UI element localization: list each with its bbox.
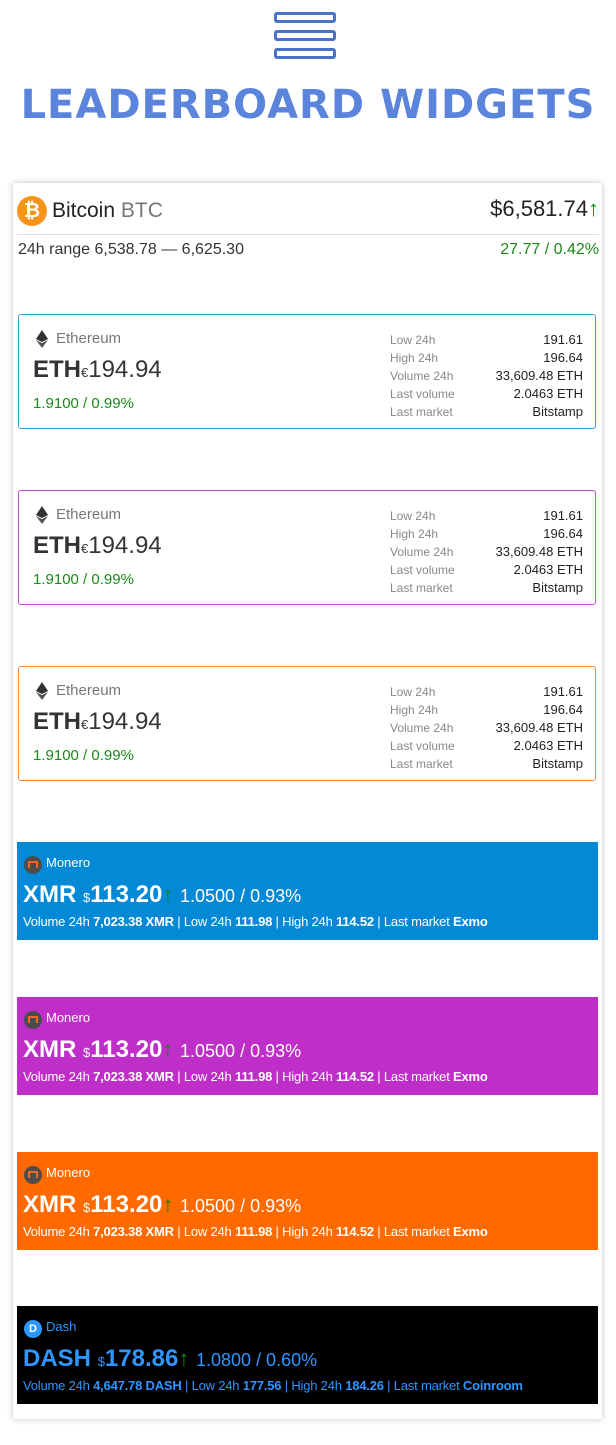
stat-value: 33,609.48 ETH bbox=[495, 720, 583, 735]
stat-row: Last market Bitstamp bbox=[390, 403, 583, 421]
stat-label: Low 24h bbox=[390, 509, 436, 523]
coin-name: Monero bbox=[46, 855, 91, 870]
coin-name: Ethereum bbox=[56, 682, 122, 699]
coin-price: DASH $178.86↑ 1.0800 / 0.60% bbox=[23, 1345, 318, 1372]
monero-band-widget: Monero XMR $113.20↑ 1.0500 / 0.93% Volume … bbox=[17, 997, 598, 1095]
stat-label: Volume 24h bbox=[390, 721, 454, 735]
stat-row: Low 24h 191.61 bbox=[390, 683, 583, 701]
monero-icon bbox=[24, 1011, 42, 1029]
coin-name: Monero bbox=[46, 1165, 91, 1180]
stat-value: 191.61 bbox=[543, 508, 583, 523]
arrow-up-icon: ↑ bbox=[162, 1037, 174, 1062]
arrow-up-icon: ↑ bbox=[178, 1346, 190, 1371]
ethereum-icon bbox=[36, 682, 48, 700]
stat-value: 196.64 bbox=[543, 350, 583, 365]
stat-value: Bitstamp bbox=[532, 580, 583, 595]
stats-table: Low 24h 191.61 High 24h 196.64 Volume 24h 33,… bbox=[390, 507, 583, 597]
stat-value: 191.61 bbox=[543, 684, 583, 699]
menu-icon[interactable] bbox=[274, 12, 340, 64]
band-stats: Volume 24h 7,023.38 XMR | Low 24h 111.98… bbox=[23, 1224, 488, 1239]
stat-value: 2.0463 ETH bbox=[513, 386, 583, 401]
bitcoin-widget: ₿ Bitcoin BTC $6,581.74↑ 24h range 6,538… bbox=[17, 194, 599, 274]
stat-row: Last market Bitstamp bbox=[390, 755, 583, 773]
stat-row: Last volume 2.0463 ETH bbox=[390, 385, 583, 403]
stats-table: Low 24h 191.61 High 24h 196.64 Volume 24h 33,… bbox=[390, 683, 583, 773]
stat-row: Low 24h 191.61 bbox=[390, 507, 583, 525]
coin-price: $6,581.74↑ bbox=[490, 196, 599, 221]
stat-row: Volume 24h 33,609.48 ETH bbox=[390, 543, 583, 561]
monero-band-widget: Monero XMR $113.20↑ 1.0500 / 0.93% Volume … bbox=[17, 842, 598, 940]
range-24h: 24h range 6,538.78 — 6,625.30 bbox=[18, 241, 244, 258]
stat-value: 2.0463 ETH bbox=[513, 738, 583, 753]
band-stats: Volume 24h 7,023.38 XMR | Low 24h 111.98… bbox=[23, 914, 488, 929]
divider bbox=[17, 234, 599, 235]
coin-price: XMR $113.20↑ 1.0500 / 0.93% bbox=[23, 1191, 302, 1218]
dash-icon: D bbox=[24, 1320, 42, 1338]
stat-row: High 24h 196.64 bbox=[390, 349, 583, 367]
coin-price: ETH€194.94 bbox=[33, 532, 162, 559]
dash-band-widget: D Dash DASH $178.86↑ 1.0800 / 0.60% Volume … bbox=[17, 1306, 598, 1404]
ethereum-icon bbox=[36, 330, 48, 348]
stat-row: High 24h 196.64 bbox=[390, 701, 583, 719]
price-change: 1.9100 / 0.99% bbox=[33, 571, 134, 588]
coin-price: ETH€194.94 bbox=[33, 708, 162, 735]
stat-label: Last volume bbox=[390, 739, 455, 753]
stat-label: Last volume bbox=[390, 563, 455, 577]
stat-label: Volume 24h bbox=[390, 369, 454, 383]
stat-row: Last volume 2.0463 ETH bbox=[390, 561, 583, 579]
stat-value: Bitstamp bbox=[532, 404, 583, 419]
arrow-up-icon: ↑ bbox=[162, 1192, 174, 1217]
stat-value: 191.61 bbox=[543, 332, 583, 347]
coin-name: Ethereum bbox=[56, 330, 122, 347]
stat-row: Volume 24h 33,609.48 ETH bbox=[390, 719, 583, 737]
stats-table: Low 24h 191.61 High 24h 196.64 Volume 24h 33,… bbox=[390, 331, 583, 421]
stat-value: 33,609.48 ETH bbox=[495, 368, 583, 383]
stat-value: 196.64 bbox=[543, 702, 583, 717]
stat-value: Bitstamp bbox=[532, 756, 583, 771]
stat-value: 33,609.48 ETH bbox=[495, 544, 583, 559]
stat-row: Last volume 2.0463 ETH bbox=[390, 737, 583, 755]
stat-label: Last market bbox=[390, 581, 453, 595]
stat-row: Low 24h 191.61 bbox=[390, 331, 583, 349]
coin-name: Bitcoin BTC bbox=[52, 199, 163, 222]
monero-icon bbox=[24, 1166, 42, 1184]
stat-value: 2.0463 ETH bbox=[513, 562, 583, 577]
band-stats: Volume 24h 4,647.78 DASH | Low 24h 177.5… bbox=[23, 1378, 523, 1393]
stat-label: High 24h bbox=[390, 527, 439, 541]
stat-row: High 24h 196.64 bbox=[390, 525, 583, 543]
arrow-up-icon: ↑ bbox=[588, 196, 599, 221]
stat-value: 196.64 bbox=[543, 526, 583, 541]
stat-label: Low 24h bbox=[390, 685, 436, 699]
stat-label: Last volume bbox=[390, 387, 455, 401]
coin-price: XMR $113.20↑ 1.0500 / 0.93% bbox=[23, 1036, 302, 1063]
stat-label: High 24h bbox=[390, 351, 439, 365]
monero-band-widget: Monero XMR $113.20↑ 1.0500 / 0.93% Volume … bbox=[17, 1152, 598, 1250]
page-title: LEADERBOARD WIDGETS bbox=[20, 82, 596, 128]
stat-label: Last market bbox=[390, 757, 453, 771]
arrow-up-icon: ↑ bbox=[162, 882, 174, 907]
stat-label: High 24h bbox=[390, 703, 439, 717]
ethereum-icon bbox=[36, 506, 48, 524]
stat-row: Last market Bitstamp bbox=[390, 579, 583, 597]
bitcoin-icon: ₿ bbox=[17, 196, 47, 226]
stat-label: Volume 24h bbox=[390, 545, 454, 559]
price-change: 1.9100 / 0.99% bbox=[33, 747, 134, 764]
price-change: 27.77 / 0.42% bbox=[500, 241, 599, 258]
coin-name: Dash bbox=[46, 1319, 77, 1334]
ethereum-card: Ethereum ETH€194.94 1.9100 / 0.99% Low 24h 1… bbox=[18, 314, 596, 429]
stat-label: Low 24h bbox=[390, 333, 436, 347]
ethereum-card: Ethereum ETH€194.94 1.9100 / 0.99% Low 24h 1… bbox=[18, 490, 596, 605]
coin-name: Ethereum bbox=[56, 506, 122, 523]
monero-icon bbox=[24, 856, 42, 874]
stat-label: Last market bbox=[390, 405, 453, 419]
coin-price: ETH€194.94 bbox=[33, 356, 162, 383]
price-change: 1.9100 / 0.99% bbox=[33, 395, 134, 412]
band-stats: Volume 24h 7,023.38 XMR | Low 24h 111.98… bbox=[23, 1069, 488, 1084]
coin-name: Monero bbox=[46, 1010, 91, 1025]
ethereum-card: Ethereum ETH€194.94 1.9100 / 0.99% Low 24h 1… bbox=[18, 666, 596, 781]
stat-row: Volume 24h 33,609.48 ETH bbox=[390, 367, 583, 385]
coin-price: XMR $113.20↑ 1.0500 / 0.93% bbox=[23, 881, 302, 908]
